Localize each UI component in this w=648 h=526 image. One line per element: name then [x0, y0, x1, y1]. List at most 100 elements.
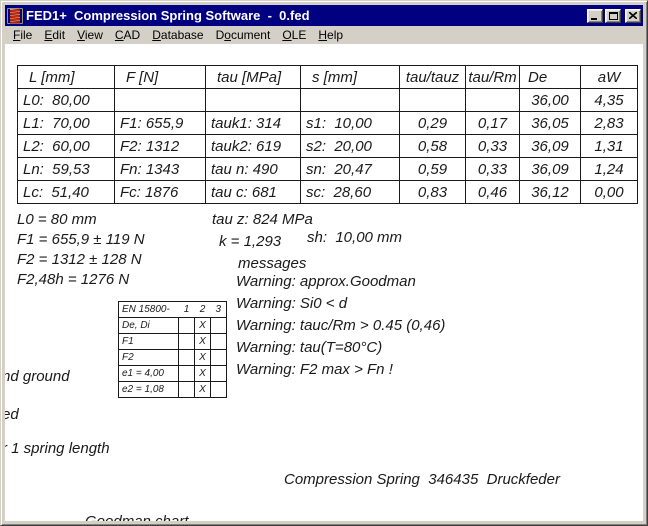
- en15800-mark-cell: [210, 333, 227, 350]
- menu-item-view[interactable]: View: [77, 27, 103, 42]
- en15800-row-label: e2 = 1,08: [118, 381, 179, 398]
- results-cell: Fc: 1876: [114, 180, 206, 204]
- results-cell: F2: 1312: [114, 134, 206, 158]
- results-table: L [mm] F [N] tau [MPa] s [mm] tau/tauz tau/Rm…: [17, 65, 638, 204]
- summary-l0: L0 = 80 mm: [17, 211, 97, 228]
- results-cell: 0,58: [399, 134, 466, 158]
- window-title: FED1+ Compression Spring Software - 0.fe…: [26, 8, 310, 23]
- menu-item-database[interactable]: Database: [152, 27, 204, 42]
- close-icon: [629, 12, 637, 19]
- results-cell: 2,83: [580, 111, 638, 135]
- maximize-button[interactable]: [605, 8, 621, 23]
- results-cell: [465, 88, 520, 112]
- warning-message: Warning: Si0 < d: [236, 295, 348, 312]
- results-cell: 36,12: [519, 180, 581, 204]
- results-cell: 0,46: [465, 180, 520, 204]
- results-cell: tauk1: 314: [205, 111, 301, 135]
- en15800-mark-cell: [178, 333, 195, 350]
- spring-icon: [7, 7, 23, 24]
- summary-tau-z: tau z: 824 MPa: [212, 211, 313, 228]
- results-cell: 0,00: [580, 180, 638, 204]
- results-col-header: tau/Rm: [465, 65, 520, 89]
- results-cell: [399, 88, 466, 112]
- minimize-button[interactable]: [587, 8, 603, 23]
- menu-item-edit[interactable]: Edit: [44, 27, 66, 42]
- en15800-row: F1 X: [118, 333, 227, 350]
- en15800-grade-header: 3: [210, 301, 227, 318]
- summary-f2: F2 = 1312 ± 128 N: [17, 251, 142, 268]
- results-cell: L0: 80,00: [17, 88, 115, 112]
- results-cell: L1: 70,00: [17, 111, 115, 135]
- results-cell: 36,09: [519, 157, 581, 181]
- clipped-text-ground: nd ground: [5, 368, 70, 385]
- en15800-mark-cell: X: [194, 317, 211, 334]
- en15800-mark-cell: [210, 365, 227, 382]
- en15800-row: F2 X: [118, 349, 227, 366]
- en15800-mark-cell: [178, 365, 195, 382]
- clipped-text-ed: ed: [5, 406, 19, 423]
- close-button[interactable]: [625, 8, 641, 23]
- results-cell: 0,29: [399, 111, 466, 135]
- results-cell: 4,35: [580, 88, 638, 112]
- minimize-icon: [591, 17, 597, 20]
- document-area: L [mm] F [N] tau [MPa] s [mm] tau/tauz tau/Rm…: [5, 44, 643, 521]
- en15800-row-label: F2: [118, 349, 179, 366]
- results-col-header: F [N]: [114, 65, 206, 89]
- results-cell: 36,00: [519, 88, 581, 112]
- menu-item-cad[interactable]: CAD: [114, 27, 141, 42]
- results-cell: 0,17: [465, 111, 520, 135]
- menu-bar: File Edit View CAD Database Document OLE Help: [5, 26, 643, 44]
- warning-message: Warning: F2 max > Fn !: [236, 361, 393, 378]
- en15800-row: e1 = 4,00 X: [118, 365, 227, 382]
- en15800-grade-header: 2: [194, 301, 211, 318]
- messages-heading: messages: [238, 255, 307, 272]
- warning-message: Warning: tau(T=80°C): [236, 339, 383, 356]
- results-cell: F1: 655,9: [114, 111, 206, 135]
- results-cell: s1: 10,00: [300, 111, 400, 135]
- en15800-mark-cell: X: [194, 349, 211, 366]
- results-cell: 0,59: [399, 157, 466, 181]
- menu-item-document[interactable]: Document: [215, 27, 271, 42]
- menu-item-file[interactable]: File: [13, 27, 33, 42]
- menu-item-ole[interactable]: OLE: [282, 27, 307, 42]
- en15800-mark-cell: [210, 317, 227, 334]
- results-cell: 0,83: [399, 180, 466, 204]
- results-cell: [114, 88, 206, 112]
- results-cell: 36,09: [519, 134, 581, 158]
- results-header-row: L [mm] F [N] tau [MPa] s [mm] tau/tauz tau/Rm…: [17, 65, 638, 89]
- results-cell: tau n: 490: [205, 157, 301, 181]
- results-cell: [300, 88, 400, 112]
- summary-f1: F1 = 655,9 ± 119 N: [17, 231, 145, 248]
- results-col-header: De: [519, 65, 581, 89]
- results-cell: 1,24: [580, 157, 638, 181]
- en15800-mark-cell: [210, 349, 227, 366]
- results-col-header: tau/tauz: [399, 65, 466, 89]
- drawing-title: Compression Spring 346435 Druckfeder: [284, 471, 560, 488]
- results-row: L1: 70,00 F1: 655,9 tauk1: 314 s1: 10,00 0,2…: [17, 111, 638, 135]
- menu-item-help[interactable]: Help: [318, 27, 344, 42]
- results-cell: sc: 28,60: [300, 180, 400, 204]
- window-controls: [587, 8, 641, 23]
- results-col-header: tau [MPa]: [205, 65, 301, 89]
- en15800-mark-cell: X: [194, 381, 211, 398]
- en15800-mark-cell: [178, 349, 195, 366]
- results-cell: tauk2: 619: [205, 134, 301, 158]
- results-cell: 0,33: [465, 157, 520, 181]
- en15800-row-label: e1 = 4,00: [118, 365, 179, 382]
- results-cell: 36,05: [519, 111, 581, 135]
- summary-f2-48h: F2,48h = 1276 N: [17, 271, 130, 288]
- en15800-row-label: F1: [118, 333, 179, 350]
- title-bar[interactable]: FED1+ Compression Spring Software - 0.fe…: [5, 5, 643, 26]
- summary-k: k = 1,293: [219, 233, 282, 250]
- warning-message: Warning: approx.Goodman: [236, 273, 416, 290]
- en15800-title: EN 15800-: [118, 301, 179, 318]
- results-row: L2: 60,00 F2: 1312 tauk2: 619 s2: 20,00 0,58…: [17, 134, 638, 158]
- en15800-mark-cell: [178, 381, 195, 398]
- warning-list: Warning: approx.Goodman Warning: Si0 < d W…: [236, 273, 445, 383]
- results-cell: Ln: 59,53: [17, 157, 115, 181]
- en15800-row-label: De, Di: [118, 317, 179, 334]
- en15800-row: e2 = 1,08 X: [118, 381, 227, 398]
- en15800-header-row: EN 15800- 1 2 3: [118, 301, 227, 318]
- results-cell: 1,31: [580, 134, 638, 158]
